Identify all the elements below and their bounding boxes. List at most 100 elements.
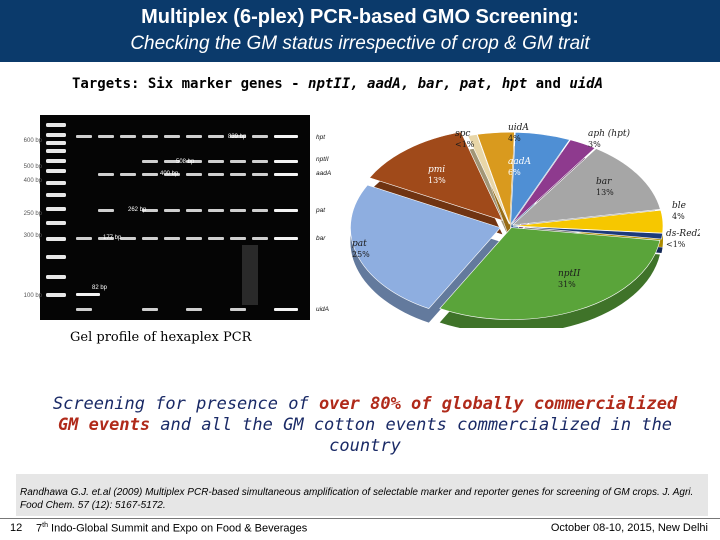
gel-band <box>142 173 158 176</box>
pie-value-label: 3% <box>588 140 601 149</box>
pie-slice-pmi <box>368 131 503 221</box>
reference-box: Randhawa G.J. et.al (2009) Multiplex PCR… <box>16 474 708 516</box>
ladder-band <box>46 275 66 279</box>
pie-value-label: 25% <box>352 250 370 259</box>
gel-band <box>98 135 114 138</box>
gel-band <box>274 209 298 212</box>
gel-band <box>230 160 246 163</box>
pie-value-label: 13% <box>428 176 446 185</box>
pie-label: nptII <box>558 269 581 279</box>
footer-divider <box>0 518 720 519</box>
ladder-band <box>46 133 66 137</box>
gel-band <box>274 135 298 138</box>
ladder-label: 250 bp <box>24 211 43 217</box>
gel-band <box>252 173 268 176</box>
band-size-label: 82 bp <box>92 285 108 291</box>
band-labels: 839 bp 508 bp 400 bp 262 bp 177 bp 82 bp <box>92 134 247 291</box>
gel-band <box>208 237 224 240</box>
pie-value-label: 4% <box>672 212 685 221</box>
pie-slice-pat <box>350 184 501 309</box>
gel-band <box>142 135 158 138</box>
event-title: Indo-Global Summit and Expo on Food & Be… <box>47 522 308 535</box>
slide-title: Multiplex (6-plex) PCR-based GMO Screeni… <box>141 6 579 28</box>
gel-band <box>186 173 202 176</box>
gel-band <box>120 173 136 176</box>
event-ordinal: 7 <box>36 522 43 535</box>
page-number: 12 <box>10 522 23 534</box>
screening-part-1: Screening for presence of <box>52 394 319 414</box>
band-size-label: 839 bp <box>228 134 247 140</box>
dna-ladder <box>46 123 66 297</box>
event-name: 7th Indo-Global Summit and Expo on Food … <box>36 522 307 535</box>
gel-band <box>186 160 202 163</box>
targets-and: and <box>527 76 570 92</box>
gel-band <box>274 160 298 163</box>
targets-line: Targets: Six marker genes - nptII, aadA,… <box>72 76 603 92</box>
gel-band <box>142 160 158 163</box>
reference-text: Randhawa G.J. et.al (2009) Multiplex PCR… <box>20 487 694 511</box>
ladder-band <box>46 237 66 241</box>
gel-band <box>230 209 246 212</box>
gel-band <box>142 237 158 240</box>
ladder-band <box>46 293 66 297</box>
ladder-band <box>46 207 66 211</box>
pie-value-label: <1% <box>455 140 475 149</box>
screening-part-2: and all the GM cotton events commerciali… <box>150 415 673 456</box>
pie-slices <box>350 131 664 328</box>
pie-slice-ds-red2 <box>512 225 663 240</box>
gel-band <box>186 308 202 311</box>
gel-band <box>164 160 180 163</box>
gel-band <box>230 173 246 176</box>
gel-band <box>274 173 298 176</box>
gel-band <box>230 135 246 138</box>
gel-band <box>208 160 224 163</box>
gel-band <box>252 237 268 240</box>
gel-band <box>186 135 202 138</box>
gel-band <box>98 173 114 176</box>
ladder-labels: 600 bp 500 bp 400 bp 250 bp 300 bp 100 bp <box>24 138 43 299</box>
gel-band <box>208 135 224 138</box>
pie-label: spc <box>455 129 470 139</box>
gel-smear <box>242 245 258 305</box>
pie-label: uidA <box>508 123 529 133</box>
gel-band <box>252 209 268 212</box>
event-ordinal-suffix: th <box>42 522 48 529</box>
gel-band <box>230 308 246 311</box>
gel-band <box>98 209 114 212</box>
gel-band <box>274 308 298 311</box>
gel-image: 600 bp 500 bp 400 bp 250 bp 300 bp 100 bp 839… <box>24 115 331 320</box>
ladder-band <box>46 181 66 185</box>
gel-band <box>164 237 180 240</box>
pie-slice-aph-hpt- <box>511 139 596 225</box>
gel-band <box>230 237 246 240</box>
targets-last: uidA <box>569 76 604 92</box>
gel-band <box>164 209 180 212</box>
ladder-band <box>46 193 66 197</box>
gel-band <box>274 237 298 240</box>
ladder-label: 500 bp <box>24 164 43 170</box>
gene-label: pat <box>315 207 326 214</box>
pie-label: bar <box>596 177 612 187</box>
gel-band <box>142 209 158 212</box>
gel-band <box>208 209 224 212</box>
pie-label: aadA <box>508 157 531 167</box>
ladder-band <box>46 159 66 163</box>
gel-band <box>252 135 268 138</box>
gel-caption: Gel profile of hexaplex PCR <box>70 330 252 345</box>
pie-label: pmi <box>428 165 445 175</box>
gel-band <box>164 173 180 176</box>
pie-label: ds-Red2 <box>666 229 700 239</box>
gel-band <box>76 293 100 296</box>
pie-label: pat <box>352 239 367 249</box>
gel-band <box>186 209 202 212</box>
gel-band <box>76 135 92 138</box>
slide-subtitle: Checking the GM status irrespective of c… <box>130 33 590 54</box>
pie-value-label: 13% <box>596 188 614 197</box>
screening-statement: Screening for presence of over 80% of gl… <box>40 394 690 457</box>
gene-labels: hpt nptII aadA pat bar uidA <box>315 134 331 313</box>
band-size-label: 508 bp <box>176 159 195 165</box>
pie-slice-spc <box>467 134 510 225</box>
gel-band <box>120 237 136 240</box>
gel-lanes <box>76 135 298 311</box>
ladder-band <box>46 123 66 127</box>
